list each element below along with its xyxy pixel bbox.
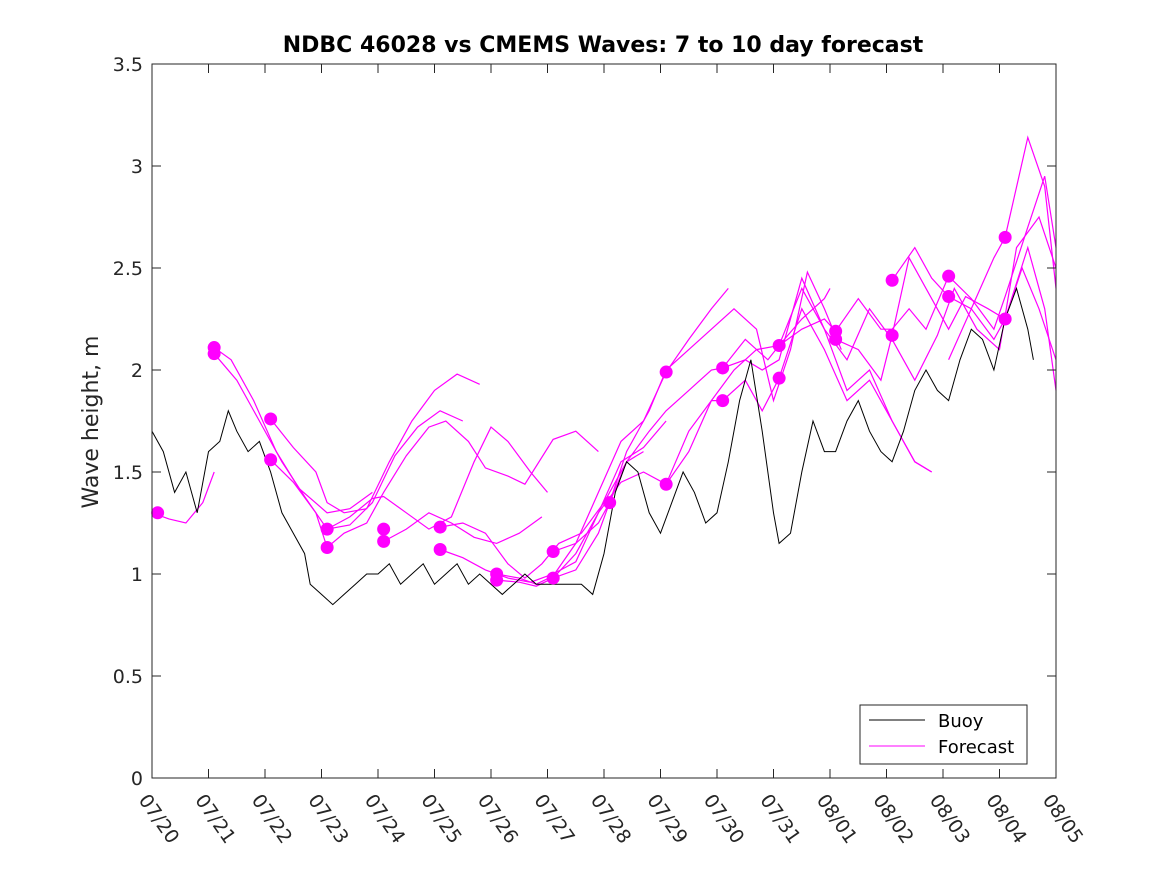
legend-forecast-label: Forecast bbox=[938, 737, 1014, 758]
forecast-start-marker bbox=[490, 573, 504, 587]
forecast-start-marker bbox=[942, 290, 956, 304]
y-tick-label: 2 bbox=[131, 360, 143, 382]
forecast-start-marker bbox=[942, 269, 956, 283]
forecast-start-marker bbox=[885, 328, 899, 342]
forecast-start-marker bbox=[885, 273, 899, 287]
forecast-start-marker bbox=[207, 347, 221, 361]
forecast-series-line-17 bbox=[835, 256, 1057, 382]
chart-title: NDBC 46028 vs CMEMS Waves: 7 to 10 day f… bbox=[283, 33, 924, 58]
forecast-start-marker bbox=[433, 543, 447, 557]
forecast-series-line-14 bbox=[665, 307, 933, 485]
forecast-start-marker bbox=[659, 365, 673, 379]
plot-area: 07/20 07/21 07/22 07/23 07/24 07/25 07/26 07/27… bbox=[113, 54, 1088, 848]
forecast-start-marker bbox=[264, 453, 278, 467]
forecast-series-line-7 bbox=[383, 512, 543, 545]
forecast-start-marker bbox=[320, 540, 334, 554]
forecast-start-marker bbox=[320, 522, 334, 536]
forecast-series-line-1 bbox=[151, 471, 215, 524]
forecast-series-line-3 bbox=[213, 353, 464, 530]
forecast-start-marker bbox=[716, 361, 730, 375]
buoy-line-group bbox=[151, 286, 1034, 606]
forecast-start-marker bbox=[772, 371, 786, 385]
forecast-series-line-10 bbox=[496, 288, 729, 585]
y-axis-ticks: 0 0.5 1 1.5 2 2.5 3 3.5 bbox=[113, 54, 1056, 790]
forecast-start-marker bbox=[546, 571, 560, 585]
legend-box bbox=[859, 704, 1028, 765]
forecast-series-line-4 bbox=[270, 373, 480, 514]
forecast-start-marker bbox=[998, 312, 1012, 326]
axes-background bbox=[152, 64, 1056, 778]
forecast-series-line-12 bbox=[552, 270, 842, 553]
forecast-start-markers bbox=[151, 230, 1012, 587]
legend-buoy-label: Buoy bbox=[938, 711, 984, 732]
y-tick-label: 1 bbox=[131, 564, 143, 586]
forecast-series-line-16 bbox=[778, 176, 1057, 346]
forecast-start-marker bbox=[998, 230, 1012, 244]
legend: Buoy Forecast bbox=[859, 704, 1028, 765]
forecast-series-line-13 bbox=[552, 276, 933, 579]
forecast-start-marker bbox=[546, 545, 560, 559]
forecast-series-line-8 bbox=[439, 451, 644, 579]
forecast-series-line-18 bbox=[891, 135, 1057, 310]
forecast-start-marker bbox=[716, 394, 730, 408]
y-tick-label: 3.5 bbox=[113, 54, 143, 76]
y-tick-label: 2.5 bbox=[113, 258, 143, 280]
forecast-series-line-5 bbox=[270, 420, 599, 549]
forecast-start-marker bbox=[829, 332, 843, 346]
y-axis-label: Wave height, m bbox=[79, 336, 104, 509]
forecast-start-marker bbox=[377, 534, 391, 548]
forecast-start-marker bbox=[659, 477, 673, 491]
y-tick-label: 1.5 bbox=[113, 462, 143, 484]
forecast-start-marker bbox=[151, 506, 165, 520]
forecast-start-marker bbox=[772, 339, 786, 353]
forecast-start-marker bbox=[377, 522, 391, 536]
y-tick-label: 3 bbox=[131, 156, 143, 178]
forecast-start-marker bbox=[603, 496, 617, 510]
buoy-series-line bbox=[151, 286, 1034, 606]
y-tick-label: 0 bbox=[131, 768, 143, 790]
y-tick-label: 0.5 bbox=[113, 666, 143, 688]
forecast-start-marker bbox=[433, 520, 447, 534]
forecast-start-marker bbox=[264, 412, 278, 426]
